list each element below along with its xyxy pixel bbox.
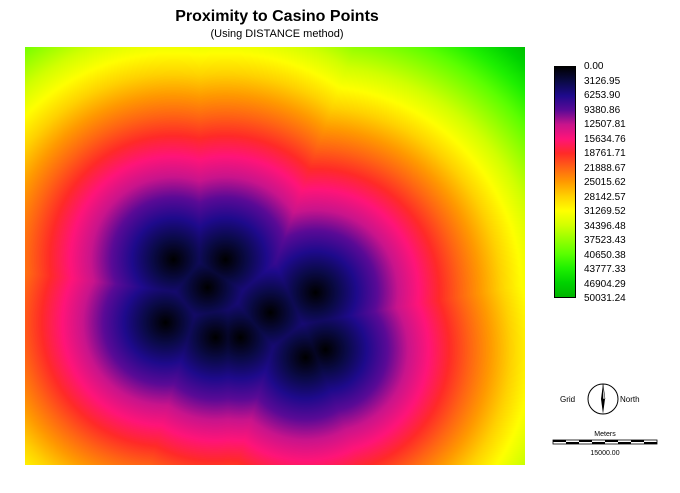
scale-value-label: 15000.00: [590, 450, 619, 457]
legend-label: 46904.29: [584, 278, 626, 290]
legend-label: 43777.33: [584, 264, 626, 275]
map-title: Proximity to Casino Points: [175, 8, 379, 25]
legend-label: 50031.24: [584, 293, 626, 304]
legend-label: 9380.86: [584, 104, 621, 116]
legend-label: 6253.90: [584, 90, 621, 101]
legend-label: 18761.71: [584, 148, 626, 159]
map-subtitle: (Using DISTANCE method): [210, 28, 344, 40]
legend-label: 34396.48: [584, 220, 626, 232]
legend-label: 40650.38: [584, 249, 626, 261]
legend-color-ramp: [554, 66, 576, 298]
legend-label: 3126.95: [584, 75, 621, 87]
legend-label: 21888.67: [584, 162, 626, 174]
legend-label: 12507.81: [584, 119, 626, 130]
legend-label: 28142.57: [584, 191, 626, 203]
legend-label: 15634.76: [584, 133, 626, 145]
scale-unit-label: Meters: [594, 431, 616, 438]
legend-label: 37523.43: [584, 235, 626, 246]
distance-surface-map: [25, 47, 525, 465]
north-label: North: [620, 395, 640, 404]
legend-label: 0.00: [584, 61, 604, 72]
north-arrow-icon: Grid North: [560, 383, 640, 415]
scale-bar: Meters 15000.00: [552, 431, 658, 457]
grid-label: Grid: [560, 395, 575, 404]
legend-label: 25015.62: [584, 177, 626, 188]
legend-label: 31269.52: [584, 206, 626, 217]
